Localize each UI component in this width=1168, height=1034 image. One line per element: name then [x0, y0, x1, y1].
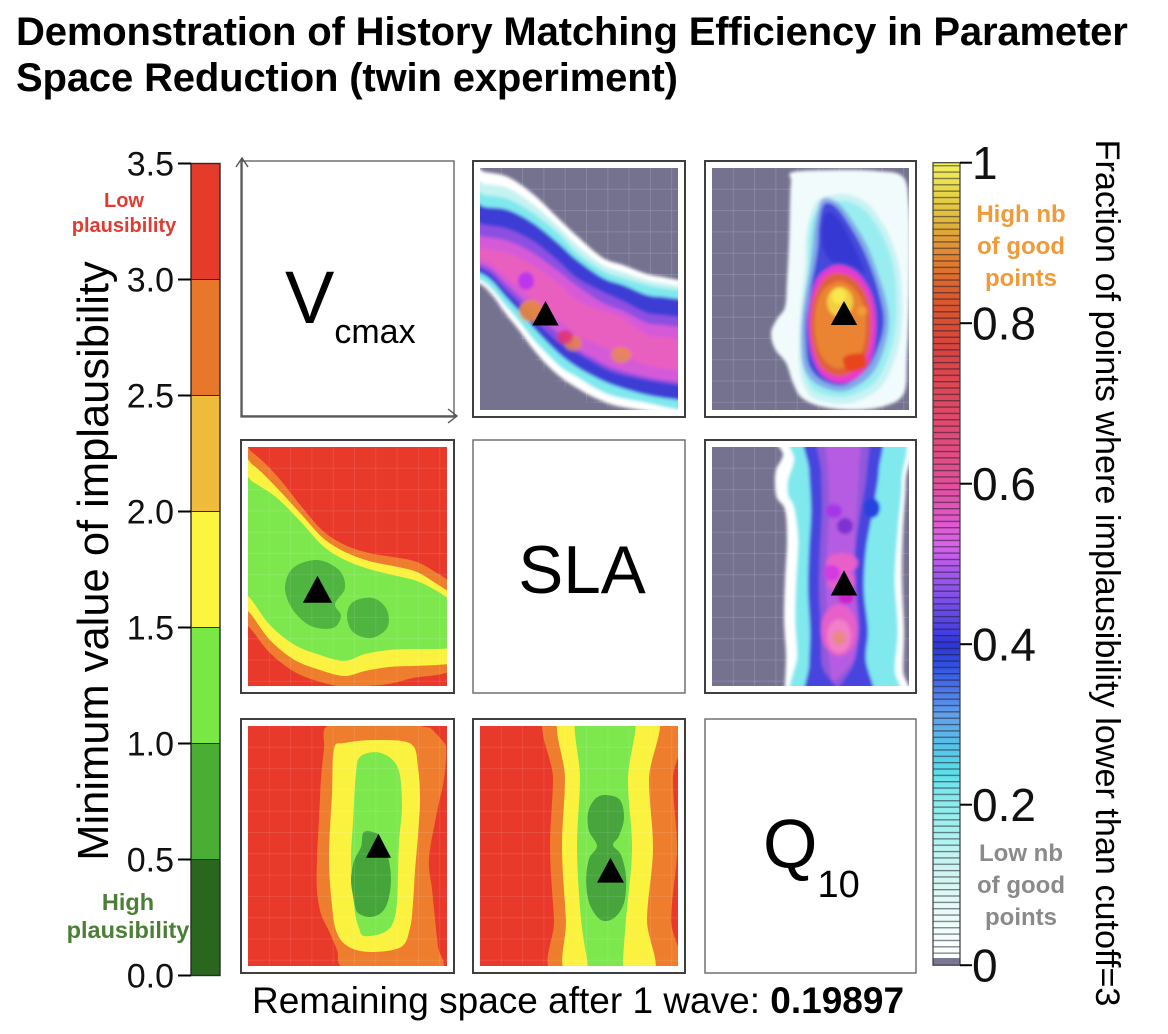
svg-text:0.2: 0.2 — [972, 779, 1036, 831]
svg-text:plausibility: plausibility — [72, 215, 177, 237]
svg-text:High nb: High nb — [976, 201, 1065, 228]
svg-text:2.0: 2.0 — [127, 494, 174, 532]
svg-text:points: points — [985, 265, 1057, 292]
svg-text:points: points — [985, 904, 1057, 931]
svg-text:Remaining space after 1 wave:: Remaining space after 1 wave: 0.19897 — [252, 980, 904, 1021]
svg-text:0.6: 0.6 — [972, 458, 1036, 510]
svg-text:1.5: 1.5 — [127, 610, 174, 648]
svg-text:3.5: 3.5 — [127, 146, 174, 184]
svg-text:2.5: 2.5 — [127, 378, 174, 416]
svg-text:Space Reduction (twin experime: Space Reduction (twin experiment) — [16, 56, 678, 100]
svg-text:Fraction of points where impla: Fraction of points where implausibility … — [1088, 140, 1126, 1007]
svg-text:0.8: 0.8 — [972, 298, 1036, 350]
svg-text:High: High — [102, 889, 154, 915]
svg-text:Demonstration of History Match: Demonstration of History Matching Effici… — [16, 10, 1128, 54]
svg-text:0: 0 — [972, 940, 998, 992]
svg-text:Low: Low — [104, 190, 144, 212]
svg-text:Minimum value of implausibilit: Minimum value of implausibility — [70, 261, 118, 861]
svg-text:SLA: SLA — [518, 533, 646, 608]
svg-text:1.0: 1.0 — [127, 726, 174, 764]
svg-text:0.0: 0.0 — [127, 958, 174, 996]
svg-text:1: 1 — [972, 137, 998, 189]
svg-text:of good: of good — [977, 233, 1065, 260]
svg-text:Low nb: Low nb — [979, 840, 1063, 867]
svg-text:3.0: 3.0 — [127, 262, 174, 300]
svg-text:0.5: 0.5 — [127, 842, 174, 880]
svg-text:plausibility: plausibility — [67, 917, 190, 943]
svg-text:0.4: 0.4 — [972, 619, 1036, 671]
svg-text:of good: of good — [977, 872, 1065, 899]
